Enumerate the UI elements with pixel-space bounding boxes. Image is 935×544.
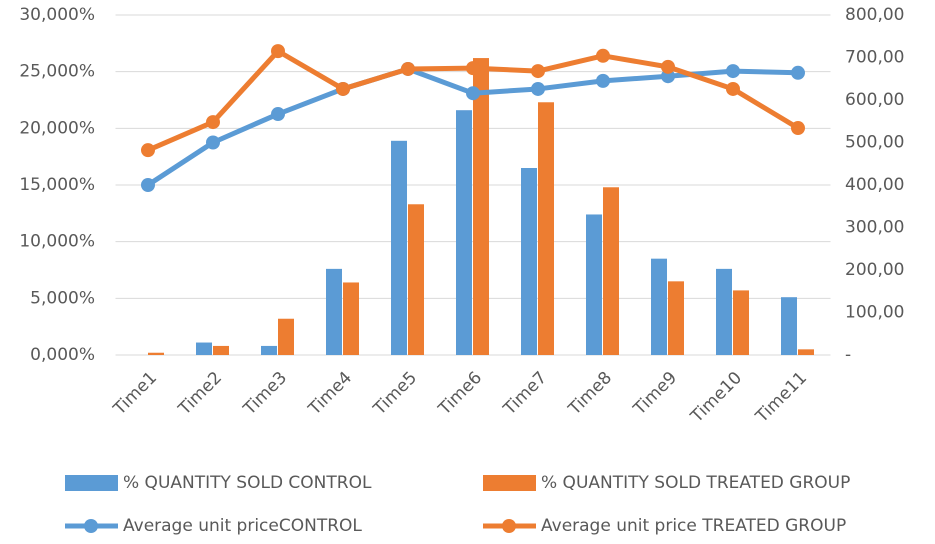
marker [271, 44, 285, 59]
marker [531, 81, 545, 96]
x-tick-label: Time9 [629, 368, 681, 420]
legend-swatch [483, 475, 536, 491]
x-tick-label: Time7 [499, 368, 551, 420]
marker [531, 64, 545, 79]
marker [271, 107, 285, 122]
legend-label: Average unit priceCONTROL [123, 516, 362, 536]
bar [733, 290, 749, 355]
x-tick-label: Time3 [239, 368, 291, 420]
x-tick-label: Time11 [751, 368, 811, 428]
y2-tick-label: 400,00 [845, 175, 904, 195]
bar [213, 345, 229, 355]
marker [206, 135, 220, 150]
y2-tick-label: - [845, 345, 851, 365]
bar [391, 140, 407, 355]
y2-tick-label: 600,00 [845, 90, 904, 110]
bar [521, 168, 537, 355]
marker [596, 48, 610, 63]
legend-swatch [65, 475, 118, 491]
bar [196, 342, 212, 355]
bar [668, 281, 684, 355]
bar [343, 282, 359, 355]
y2-tick-label: 300,00 [845, 218, 904, 238]
marker [466, 61, 480, 76]
legend-label: Average unit price TREATED GROUP [541, 516, 846, 536]
x-tick-label: Time1 [109, 368, 161, 420]
bar [716, 268, 732, 355]
x-tick-label: Time5 [369, 368, 421, 420]
bar [781, 297, 797, 355]
bar [473, 58, 489, 356]
x-tick-label: Time2 [174, 368, 226, 420]
x-tick-label: Time8 [564, 368, 616, 420]
bar [278, 318, 294, 355]
marker [336, 81, 350, 96]
marker [141, 143, 155, 158]
bar [456, 110, 472, 355]
y2-tick-label: 100,00 [845, 303, 904, 323]
y-tick-label: 10,000% [19, 232, 95, 252]
x-tick-label: Time4 [304, 368, 356, 420]
y2-tick-label: 800,00 [845, 5, 904, 25]
x-tick-label: Time6 [434, 368, 486, 420]
y-tick-label: 30,000% [19, 5, 95, 25]
legend-swatch [502, 519, 516, 533]
marker [206, 115, 220, 130]
marker [141, 178, 155, 192]
marker [726, 81, 740, 96]
marker [791, 65, 805, 80]
y-tick-label: 0,000% [30, 345, 95, 365]
y-tick-label: 5,000% [30, 288, 95, 308]
y-tick-label: 15,000% [19, 175, 95, 195]
bar [603, 187, 619, 355]
bar [651, 258, 667, 355]
bar [538, 102, 554, 356]
bar [326, 268, 342, 355]
marker [726, 64, 740, 79]
bar [148, 352, 164, 355]
bar [408, 204, 424, 355]
legend-label: % QUANTITY SOLD TREATED GROUP [541, 473, 850, 493]
y2-tick-label: 500,00 [845, 133, 904, 153]
marker [596, 73, 610, 88]
marker [661, 59, 675, 74]
y2-tick-label: 200,00 [845, 260, 904, 280]
marker [466, 86, 480, 101]
legend-label: % QUANTITY SOLD CONTROL [123, 473, 372, 493]
bar [798, 349, 814, 355]
bar [586, 214, 602, 355]
bar [261, 345, 277, 355]
y2-tick-label: 700,00 [845, 48, 904, 68]
y-tick-label: 25,000% [19, 62, 95, 82]
y-tick-label: 20,000% [19, 118, 95, 138]
x-tick-label: Time10 [686, 368, 746, 428]
marker [791, 121, 805, 136]
legend-swatch [84, 519, 98, 533]
marker [401, 61, 415, 76]
